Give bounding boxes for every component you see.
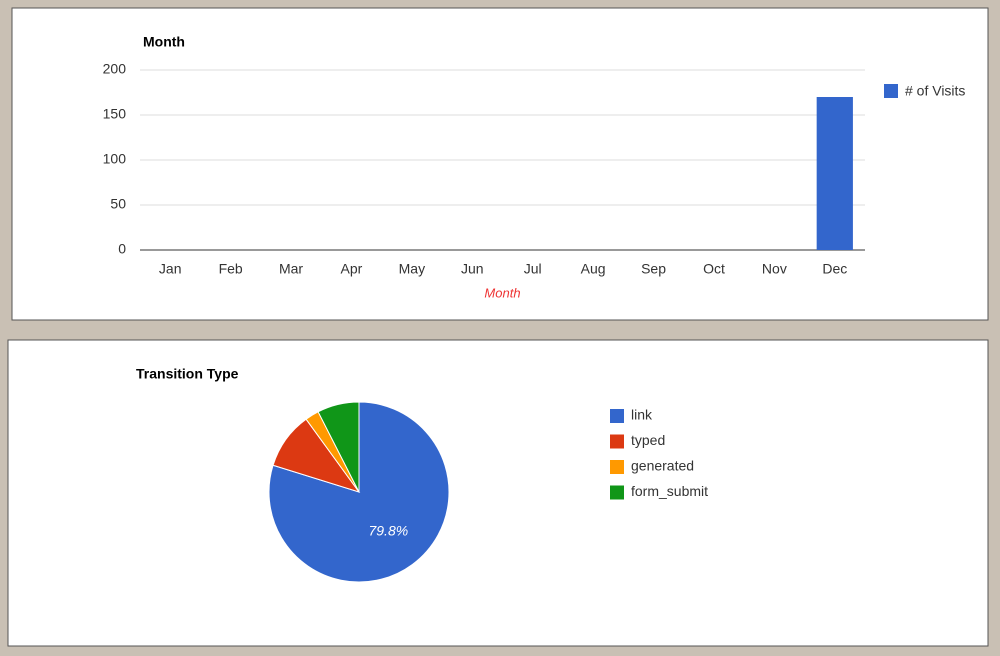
x-tick-label: May	[399, 261, 425, 277]
x-tick-label: Jul	[524, 261, 542, 277]
slice-label: 79.8%	[368, 523, 408, 539]
legend-label: # of Visits	[905, 83, 965, 99]
legend-label: form_submit	[631, 483, 708, 499]
chart-title: Month	[143, 34, 185, 50]
x-tick-label: Apr	[341, 261, 363, 277]
x-axis-label: Month	[484, 285, 520, 300]
y-tick-label: 200	[103, 61, 127, 77]
x-tick-label: Sep	[641, 261, 666, 277]
x-tick-label: Oct	[703, 261, 725, 277]
legend-swatch	[884, 84, 898, 98]
legend-swatch	[610, 485, 624, 500]
x-tick-label: Nov	[762, 261, 787, 277]
x-tick-label: Jun	[461, 261, 484, 277]
legend-label: typed	[631, 432, 665, 448]
legend-swatch	[610, 460, 624, 474]
legend-swatch	[610, 434, 624, 449]
y-tick-label: 100	[103, 151, 127, 167]
bar	[816, 97, 853, 250]
pie-panel	[7, 339, 989, 647]
x-tick-label: Aug	[581, 261, 606, 277]
x-tick-label: Dec	[822, 261, 847, 277]
y-tick-label: 150	[103, 106, 127, 122]
chart-title: Transition Type	[136, 366, 239, 382]
legend-label: link	[631, 407, 653, 423]
x-tick-label: Jan	[159, 261, 182, 277]
legend-label: generated	[631, 458, 694, 474]
pie-slice	[317, 401, 360, 493]
y-tick-label: 50	[110, 196, 126, 212]
y-tick-label: 0	[118, 241, 126, 257]
x-tick-label: Feb	[219, 261, 243, 277]
x-tick-label: Mar	[279, 261, 303, 277]
legend-swatch	[610, 409, 624, 423]
